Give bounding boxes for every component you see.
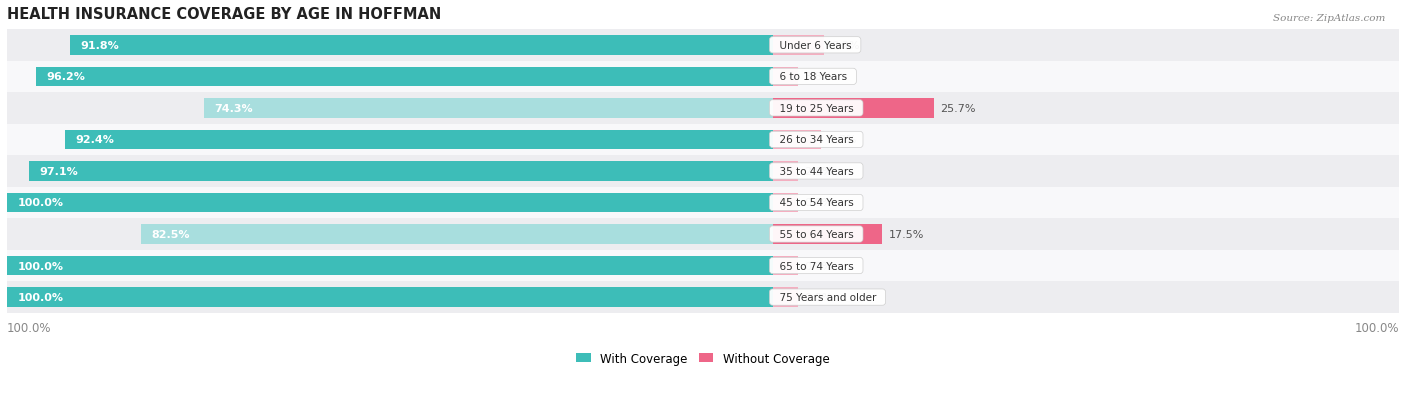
Text: 0.0%: 0.0% <box>804 261 832 271</box>
Text: 100.0%: 100.0% <box>17 261 63 271</box>
Text: 17.5%: 17.5% <box>889 230 925 240</box>
Text: 97.1%: 97.1% <box>39 166 79 176</box>
Bar <box>7 282 1399 313</box>
Legend: With Coverage, Without Coverage: With Coverage, Without Coverage <box>572 347 834 370</box>
Text: 3.8%: 3.8% <box>804 72 832 82</box>
Bar <box>7 287 773 307</box>
Text: 2.9%: 2.9% <box>804 166 834 176</box>
Text: 25.7%: 25.7% <box>941 104 976 114</box>
Text: Under 6 Years: Under 6 Years <box>773 41 858 51</box>
Text: 82.5%: 82.5% <box>152 230 190 240</box>
Text: 65 to 74 Years: 65 to 74 Years <box>773 261 860 271</box>
Bar <box>773 193 797 213</box>
Text: 7.7%: 7.7% <box>828 135 856 145</box>
Text: Source: ZipAtlas.com: Source: ZipAtlas.com <box>1272 14 1385 24</box>
Bar <box>773 225 882 244</box>
Text: 74.3%: 74.3% <box>214 104 253 114</box>
Bar <box>204 99 773 119</box>
Bar <box>7 124 1399 156</box>
Bar <box>773 256 797 275</box>
Bar <box>7 256 773 275</box>
Text: 96.2%: 96.2% <box>46 72 86 82</box>
Text: 75 Years and older: 75 Years and older <box>773 292 883 302</box>
Text: 0.0%: 0.0% <box>804 198 832 208</box>
Text: 100.0%: 100.0% <box>7 321 52 334</box>
Bar <box>7 187 1399 219</box>
Bar <box>773 287 797 307</box>
Text: 8.2%: 8.2% <box>831 41 859 51</box>
Bar <box>37 67 773 87</box>
Text: HEALTH INSURANCE COVERAGE BY AGE IN HOFFMAN: HEALTH INSURANCE COVERAGE BY AGE IN HOFF… <box>7 7 441 22</box>
Text: 91.8%: 91.8% <box>80 41 120 51</box>
Text: 6 to 18 Years: 6 to 18 Years <box>773 72 853 82</box>
Bar <box>773 99 934 119</box>
Text: 26 to 34 Years: 26 to 34 Years <box>773 135 860 145</box>
Bar <box>70 36 773 55</box>
Bar <box>7 93 1399 124</box>
Text: 92.4%: 92.4% <box>76 135 114 145</box>
Bar <box>65 131 773 150</box>
Bar <box>7 62 1399 93</box>
Text: 100.0%: 100.0% <box>17 198 63 208</box>
Text: 35 to 44 Years: 35 to 44 Years <box>773 166 860 176</box>
Bar <box>773 162 797 181</box>
Bar <box>773 36 824 55</box>
Bar <box>7 219 1399 250</box>
Bar <box>141 225 773 244</box>
Bar <box>30 162 773 181</box>
Text: 100.0%: 100.0% <box>1354 321 1399 334</box>
Bar <box>773 131 821 150</box>
Text: 100.0%: 100.0% <box>17 292 63 302</box>
Bar <box>7 193 773 213</box>
Text: 45 to 54 Years: 45 to 54 Years <box>773 198 860 208</box>
Bar <box>7 250 1399 282</box>
Text: 19 to 25 Years: 19 to 25 Years <box>773 104 860 114</box>
Text: 55 to 64 Years: 55 to 64 Years <box>773 230 860 240</box>
Bar <box>7 30 1399 62</box>
Text: 0.0%: 0.0% <box>804 292 832 302</box>
Bar <box>773 67 797 87</box>
Bar <box>7 156 1399 187</box>
